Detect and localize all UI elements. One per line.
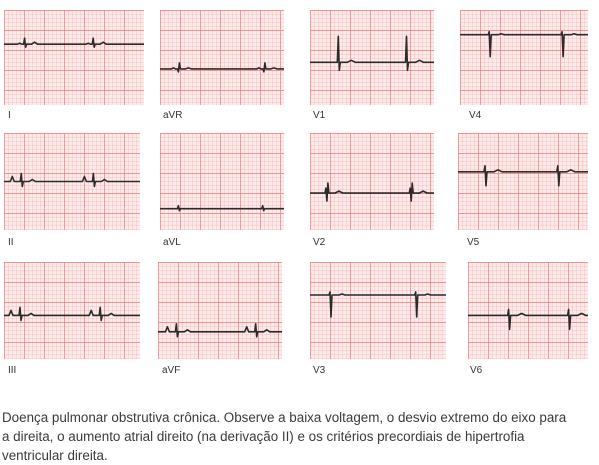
lead-label-II: II [8,237,14,248]
ecg-trace-V4 [460,30,588,58]
ecg-trace-aVF [158,323,282,338]
ecg-trace-II [4,172,140,188]
ecg-panel-II [4,133,140,230]
lead-label-I: I [8,110,11,121]
ecg-grid-V2 [310,133,434,230]
ecg-panel-V5 [458,133,588,230]
ecg-gridlines [310,262,446,359]
ecg-trace-V6 [468,308,588,331]
lead-label-III: III [8,365,17,376]
ecg-grid-I [4,10,144,105]
ecg-panel-aVF [158,262,282,359]
ecg-trace-V3 [310,291,446,318]
ecg-gridlines [310,133,434,230]
ecg-gridlines [160,133,284,230]
ecg-paper [460,10,588,105]
ecg-grid-aVL [160,133,284,230]
figure-caption: Doença pulmonar obstrutiva crônica. Obse… [2,410,567,464]
ecg-grid-V1 [310,10,434,105]
lead-label-aVF: aVF [162,365,181,376]
ecg-gridlines [310,10,434,105]
ecg-panel-aVL [160,133,284,230]
ecg-trace-III [4,306,140,322]
ecg-panel-III [4,262,140,359]
ecg-trace-aVL [160,204,284,212]
ecg-panel-V4 [460,10,588,105]
ecg-trace-V5 [458,165,588,187]
ecg-gridlines [460,10,588,105]
ecg-trace-V1 [310,35,434,72]
ecg-gridlines [4,10,144,105]
ecg-grid-V4 [460,10,588,105]
ecg-trace-aVR [160,62,284,73]
ecg-grid-III [4,262,140,359]
ecg-panel-V3 [310,262,446,359]
lead-label-V5: V5 [467,237,480,248]
lead-label-aVL: aVL [163,237,181,248]
ecg-gridlines [158,262,282,359]
ecg-grid-V3 [310,262,446,359]
ecg-gridlines [458,133,588,230]
ecg-panel-V6 [468,262,588,359]
ecg-gridlines [4,262,140,359]
ecg-grid-II [4,133,140,230]
lead-label-V6: V6 [470,365,483,376]
lead-label-V2: V2 [313,237,326,248]
ecg-grid-V5 [458,133,588,230]
ecg-panel-V1 [310,10,434,105]
lead-label-V4: V4 [469,110,482,121]
ecg-panel-V2 [310,133,434,230]
ecg-grid-aVR [160,10,284,105]
ecg-grid-aVF [158,262,282,359]
lead-label-V3: V3 [313,365,326,376]
ecg-trace-I [4,37,144,48]
ecg-grid-V6 [468,262,588,359]
ecg-gridlines [160,10,284,105]
lead-label-V1: V1 [313,110,326,121]
ecg-panel-I [4,10,144,105]
lead-label-aVR: aVR [163,110,183,121]
ecg-trace-V2 [310,182,434,202]
ecg-panel-aVR [160,10,284,105]
